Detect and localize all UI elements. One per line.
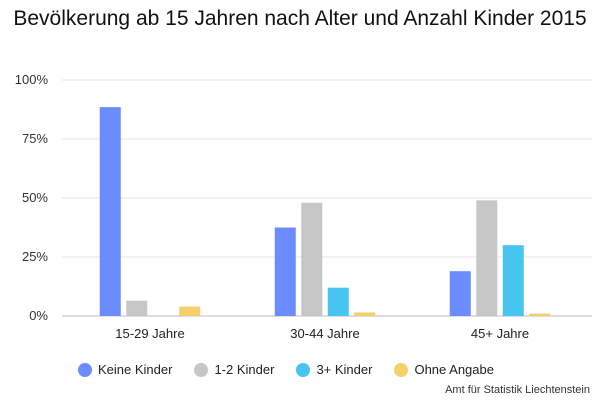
legend-marker [394,362,409,377]
y-tick-label: 0% [29,308,48,323]
bar [354,312,376,316]
bar [126,300,148,316]
legend-label: Ohne Angabe [414,362,494,377]
legend-item: 3+ Kinder [296,362,372,377]
bar [99,107,121,316]
legend-label: Keine Kinder [98,362,173,377]
legend-label: 3+ Kinder [316,362,373,377]
bar [529,313,551,316]
bar [502,245,524,316]
x-category-label: 45+ Jahre [471,326,529,341]
bar [476,200,498,316]
y-tick-label: 50% [22,190,48,205]
legend-marker [78,362,92,377]
legend-marker [194,362,209,377]
legend-label: 1-2 Kinder [214,362,275,377]
chart-title: Bevölkerung ab 15 Jahren nach Alter und … [13,7,587,30]
y-tick-label: 100% [15,72,49,87]
y-tick-label: 25% [22,249,48,264]
legend-item: Keine Kinder [78,362,172,377]
bar [327,287,349,316]
bar [274,227,296,316]
x-category-label: 30-44 Jahre [290,326,359,341]
source-note: Amt für Statistik Liechtenstein [445,384,590,396]
y-tick-label: 75% [22,131,48,146]
legend-item: Ohne Angabe [394,362,494,377]
x-category-label: 15-29 Jahre [115,326,184,341]
bar [179,306,201,316]
chart-legend: Keine Kinder 1-2 Kinder 3+ Kinder Ohne Anga… [78,362,502,377]
bar [449,271,471,316]
legend-marker [296,362,311,377]
bar [301,202,323,316]
legend-item: 1-2 Kinder [194,362,274,377]
